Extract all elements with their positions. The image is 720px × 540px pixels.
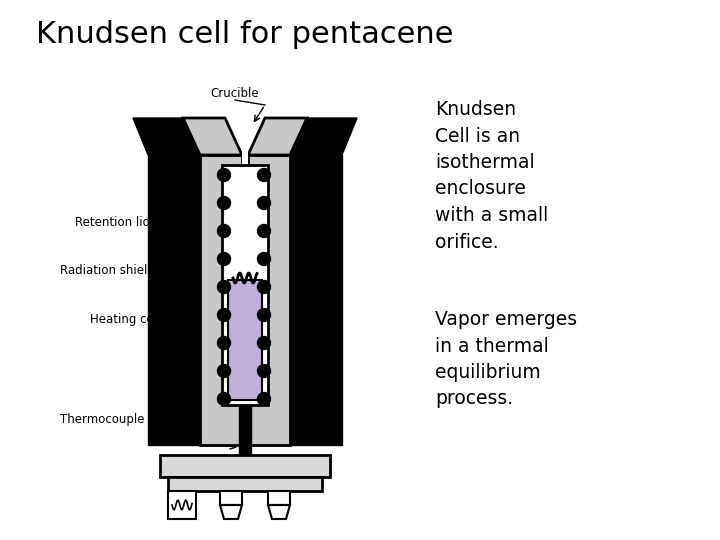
Bar: [290, 155, 342, 445]
Polygon shape: [183, 118, 242, 155]
Bar: [168, 477, 322, 491]
Text: Heating coil: Heating coil: [90, 314, 161, 327]
Circle shape: [217, 197, 230, 210]
Circle shape: [258, 280, 271, 294]
Bar: [222, 165, 268, 405]
Circle shape: [217, 168, 230, 181]
Circle shape: [258, 393, 271, 406]
Text: Thermocouple: Thermocouple: [60, 414, 145, 427]
Bar: [148, 155, 200, 445]
Text: Knudsen
Cell is an
isothermal
enclosure
with a small
orifice.: Knudsen Cell is an isothermal enclosure …: [435, 100, 548, 252]
Polygon shape: [133, 118, 215, 155]
Circle shape: [258, 225, 271, 238]
Text: Radiation shield: Radiation shield: [60, 264, 155, 276]
Bar: [268, 491, 290, 505]
Bar: [248, 155, 290, 445]
Bar: [220, 491, 242, 505]
Text: Knudsen cell for pentacene: Knudsen cell for pentacene: [36, 20, 454, 49]
Text: Vapor emerges
in a thermal
equilibrium
process.: Vapor emerges in a thermal equilibrium p…: [435, 310, 577, 408]
Bar: [200, 155, 242, 445]
Circle shape: [217, 393, 230, 406]
Circle shape: [258, 253, 271, 266]
Circle shape: [258, 197, 271, 210]
Bar: [228, 280, 262, 400]
Circle shape: [258, 308, 271, 321]
Text: Crucible: Crucible: [211, 87, 259, 100]
Circle shape: [258, 336, 271, 349]
Circle shape: [217, 364, 230, 377]
Bar: [160, 455, 330, 477]
Circle shape: [217, 336, 230, 349]
Polygon shape: [248, 118, 307, 155]
Polygon shape: [268, 505, 290, 519]
Polygon shape: [220, 505, 242, 519]
Bar: [239, 405, 251, 455]
Circle shape: [258, 364, 271, 377]
Bar: [242, 115, 248, 445]
Polygon shape: [275, 118, 357, 155]
Circle shape: [217, 253, 230, 266]
Circle shape: [217, 225, 230, 238]
Circle shape: [258, 168, 271, 181]
Circle shape: [217, 308, 230, 321]
Circle shape: [217, 280, 230, 294]
Bar: [168, 491, 196, 519]
Text: Retention lid: Retention lid: [75, 215, 150, 228]
